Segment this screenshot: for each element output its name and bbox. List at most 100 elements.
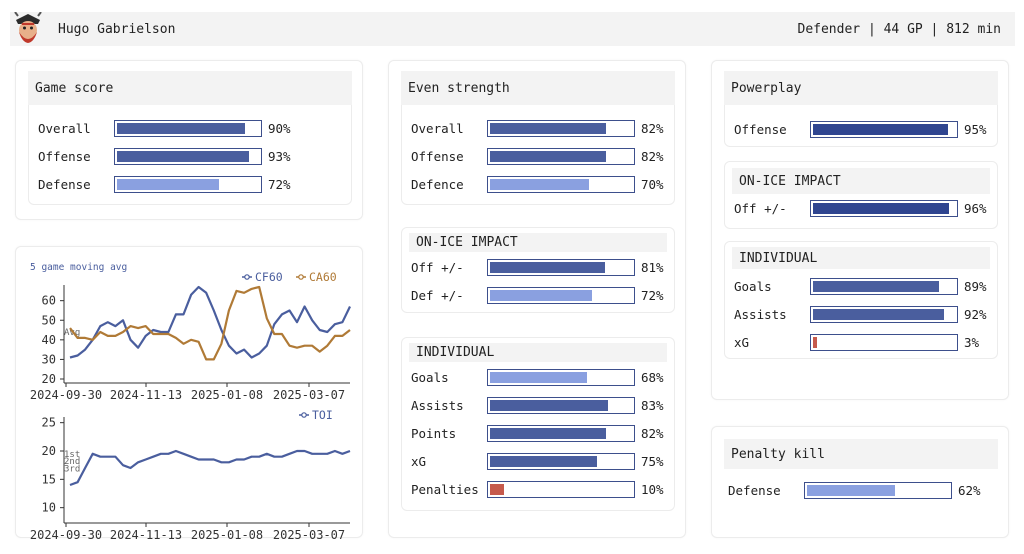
y-tick-label: 15 (42, 472, 56, 486)
stat-bar-fill (813, 308, 944, 320)
stat-row: Goals 89% (734, 277, 998, 295)
moving-average-card: 5 game moving avg CF60 CA60 20 30 40 50 60 20… (15, 246, 363, 539)
chart2-axes: 10 15 20 25 2024-09-30 2024-11-13 2025-01-08 20… (30, 416, 350, 539)
stat-row: Assists 92% (734, 305, 998, 323)
stat-bar-fill (490, 455, 597, 467)
stat-pct-assists: 83% (641, 397, 664, 413)
stat-label-penalties: Penalties (411, 481, 479, 497)
stat-row: Goals 68% (411, 368, 675, 386)
stat-pct-offense: 95% (964, 121, 987, 137)
stat-bar-assists (810, 305, 958, 323)
stat-bar-defense (114, 175, 262, 193)
stat-row: Defense 62% (728, 481, 992, 499)
stat-row: Overall 90% (38, 119, 302, 137)
stat-row: Penalties 10% (411, 480, 675, 498)
stat-row: Overall 82% (411, 119, 675, 137)
stat-pct-goals: 89% (964, 278, 987, 294)
stat-bar-fill (490, 427, 607, 439)
stat-bar-points (487, 424, 635, 442)
stat-label-assists: Assists (411, 397, 464, 413)
line-ref-label: 3rd (64, 465, 80, 475)
stat-bar-fill (117, 150, 250, 162)
chart1-legend: CF60 CA60 (242, 270, 337, 284)
stat-pct-overall: 82% (641, 120, 664, 136)
y-tick-label: 30 (42, 352, 56, 366)
x-tick-label: 2024-11-13 (110, 528, 182, 539)
stat-bar-off (487, 258, 635, 276)
stat-pct-xg: 3% (964, 334, 980, 350)
stat-bar-fill (490, 122, 607, 134)
chart1-axes: 20 30 40 50 60 2024-09-30 2024-11-13 2025-01-08… (30, 285, 350, 402)
stat-bar-fill (813, 202, 950, 214)
chart1-lines (69, 285, 351, 361)
stat-pct-defence: 70% (641, 176, 664, 192)
stat-bar-fill (813, 123, 948, 135)
stat-bar-fill (490, 483, 505, 495)
stat-pct-xg: 75% (641, 453, 664, 469)
y-tick-label: 10 (42, 501, 56, 515)
series-line-toi (69, 449, 351, 487)
stat-bar-offense (487, 147, 635, 165)
stat-label-offense: Offense (734, 121, 787, 137)
game-score-card: Game score Overall 90% Offense 93% Defense 72… (15, 60, 363, 220)
stat-bar-fill (490, 261, 606, 273)
y-tick-label: 25 (42, 416, 56, 430)
stat-label-points: Points (411, 425, 457, 441)
stat-pct-offense: 93% (268, 148, 291, 164)
y-tick-label: 20 (42, 372, 56, 386)
avg-label: Avg (64, 328, 80, 338)
stat-bar-def (487, 286, 635, 304)
stat-bar-fill (117, 178, 220, 190)
stat-row: Offense 93% (38, 147, 302, 165)
x-tick-label: 2024-11-13 (110, 388, 182, 402)
x-tick-label: 2025-01-08 (191, 528, 263, 539)
stat-label-off: Off +/- (734, 200, 787, 216)
stat-row: Defence 70% (411, 175, 675, 193)
stat-pct-defense: 62% (958, 482, 981, 498)
stat-bar-fill (490, 289, 593, 301)
stat-label-overall: Overall (38, 120, 91, 136)
x-tick-label: 2024-09-30 (30, 388, 102, 402)
pk-title: Penalty kill (724, 439, 998, 469)
stat-bar-defense (804, 481, 952, 499)
stat-bar-fill (813, 280, 940, 292)
stat-label-overall: Overall (411, 120, 464, 136)
stat-pct-offense: 82% (641, 148, 664, 164)
stat-bar-offense (114, 147, 262, 165)
toi-chart: TOI 10 15 20 25 2024-09-30 2024-11-13 2025-01-… (30, 408, 351, 539)
stat-bar-goals (810, 277, 958, 295)
series-line-ca60 (69, 285, 351, 361)
player-meta: Defender | 44 GP | 812 min (797, 22, 1002, 37)
stat-bar-penalties (487, 480, 635, 498)
stat-bar-off (810, 199, 958, 217)
cf-ca-chart: 5 game moving avg CF60 CA60 203040506020… (30, 262, 351, 402)
line-ref-label: 1st (64, 450, 80, 460)
stat-label-xg: xG (411, 453, 427, 469)
x-tick-label: 2025-03-07 (273, 528, 345, 539)
stat-pct-penalties: 10% (641, 481, 664, 497)
y-tick-label: 60 (42, 294, 56, 308)
stat-label-xg: xG (734, 334, 750, 350)
stat-bar-xg (810, 333, 958, 351)
stat-pct-points: 82% (641, 425, 664, 441)
stat-bar-fill (490, 399, 608, 411)
stat-label-def: Def +/- (411, 287, 464, 303)
stat-pct-off: 96% (964, 200, 987, 216)
stat-row: Assists 83% (411, 396, 675, 414)
player-name: Hugo Gabrielson (58, 22, 176, 37)
stat-row: Points 82% (411, 424, 675, 442)
stat-label-offense: Offense (411, 148, 464, 164)
stat-bar-defence (487, 175, 635, 193)
penalty-kill-card: Penalty kill Defense 62% (711, 426, 1009, 538)
stat-bar-assists (487, 396, 635, 414)
stat-row: Defense 72% (38, 175, 302, 193)
stat-row: Offense 82% (411, 147, 675, 165)
stat-label-offense: Offense (38, 148, 91, 164)
even-strength-card: Even strength ON-ICE IMPACT INDIVIDUAL O… (388, 60, 686, 538)
legend-cf60: CF60 (255, 270, 283, 284)
stat-pct-assists: 92% (964, 306, 987, 322)
stat-label-defense: Defense (38, 176, 91, 192)
x-tick-label: 2025-01-08 (191, 388, 263, 402)
stat-row: Off +/- 81% (411, 258, 675, 276)
x-tick-label: 2024-09-30 (30, 528, 102, 539)
